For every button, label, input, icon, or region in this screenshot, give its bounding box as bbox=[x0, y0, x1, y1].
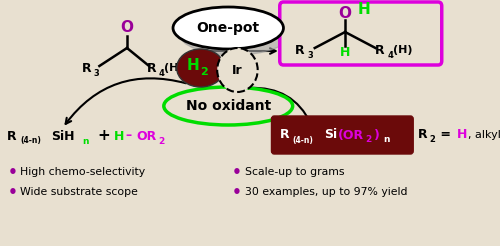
Text: 2: 2 bbox=[200, 67, 208, 77]
Text: Si: Si bbox=[324, 128, 337, 141]
Text: R: R bbox=[418, 128, 428, 141]
Ellipse shape bbox=[173, 7, 284, 49]
Text: Ir: Ir bbox=[232, 63, 242, 77]
Text: O: O bbox=[120, 20, 134, 35]
Text: (H): (H) bbox=[394, 45, 413, 55]
Text: n: n bbox=[383, 136, 390, 144]
Text: n: n bbox=[82, 137, 88, 145]
Text: •: • bbox=[8, 184, 17, 200]
Text: (4-n): (4-n) bbox=[20, 137, 41, 145]
Text: No oxidant: No oxidant bbox=[186, 99, 271, 113]
Ellipse shape bbox=[176, 49, 224, 87]
Text: 3: 3 bbox=[308, 50, 313, 60]
FancyBboxPatch shape bbox=[280, 2, 442, 65]
FancyBboxPatch shape bbox=[272, 116, 413, 154]
Text: •: • bbox=[8, 165, 17, 180]
Text: –: – bbox=[125, 129, 132, 142]
Text: (H): (H) bbox=[164, 63, 184, 73]
Text: ): ) bbox=[374, 128, 380, 141]
Text: , alkyl: , alkyl bbox=[468, 130, 500, 140]
Text: (4-n): (4-n) bbox=[292, 136, 314, 144]
Text: Scale-up to grams: Scale-up to grams bbox=[245, 167, 344, 177]
Text: H: H bbox=[340, 46, 350, 59]
Text: H: H bbox=[357, 2, 370, 17]
Text: R: R bbox=[147, 62, 156, 75]
Text: R: R bbox=[82, 62, 92, 75]
Circle shape bbox=[217, 48, 258, 92]
Text: (OR: (OR bbox=[338, 128, 364, 141]
Text: +: + bbox=[98, 128, 110, 143]
Text: SiH: SiH bbox=[52, 129, 75, 142]
Ellipse shape bbox=[164, 87, 292, 125]
Ellipse shape bbox=[180, 13, 290, 55]
Text: =: = bbox=[436, 128, 456, 141]
Text: R: R bbox=[376, 44, 385, 57]
Text: One-pot: One-pot bbox=[196, 21, 260, 35]
Text: High chemo-selectivity: High chemo-selectivity bbox=[20, 167, 146, 177]
Text: •: • bbox=[232, 184, 242, 200]
Text: 30 examples, up to 97% yield: 30 examples, up to 97% yield bbox=[245, 187, 408, 197]
Text: R: R bbox=[8, 129, 17, 142]
Text: OR: OR bbox=[136, 129, 156, 142]
Text: 2: 2 bbox=[158, 137, 164, 145]
Text: 2: 2 bbox=[366, 136, 372, 144]
Text: H: H bbox=[114, 129, 124, 142]
Text: R: R bbox=[295, 44, 305, 57]
Text: 4: 4 bbox=[388, 50, 393, 60]
Text: Wide substrate scope: Wide substrate scope bbox=[20, 187, 138, 197]
Text: 2: 2 bbox=[430, 136, 436, 144]
Text: H: H bbox=[456, 128, 467, 141]
Text: R: R bbox=[280, 128, 289, 141]
Text: 4: 4 bbox=[159, 68, 165, 77]
Text: H: H bbox=[187, 59, 200, 74]
Text: O: O bbox=[338, 5, 351, 20]
Text: 3: 3 bbox=[94, 68, 100, 77]
Text: •: • bbox=[232, 165, 242, 180]
